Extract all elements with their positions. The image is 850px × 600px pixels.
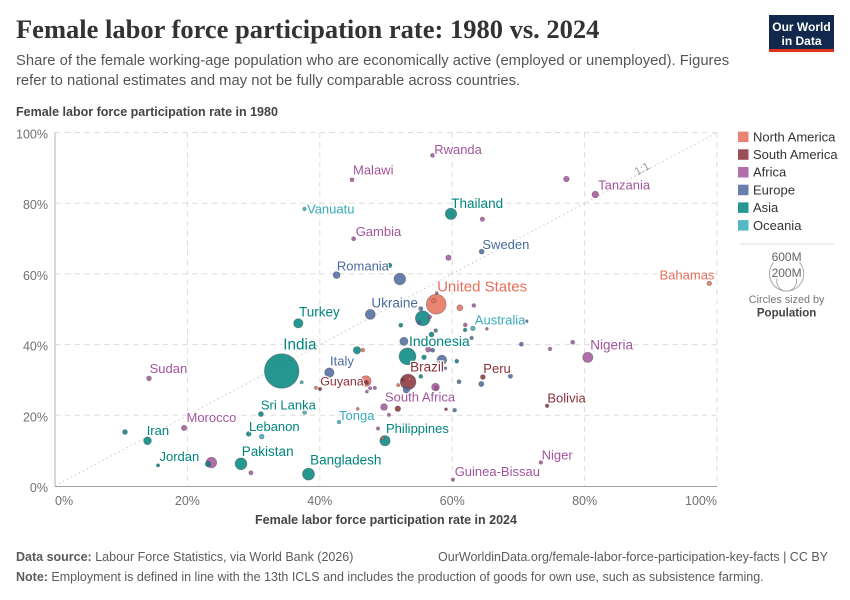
svg-text:Europe: Europe: [753, 182, 795, 197]
svg-text:100%: 100%: [685, 494, 717, 508]
svg-text:Sudan: Sudan: [150, 361, 188, 376]
svg-text:Population: Population: [757, 307, 816, 319]
svg-text:North America: North America: [753, 129, 836, 144]
svg-text:Thailand: Thailand: [451, 196, 503, 211]
svg-text:Oceania: Oceania: [753, 218, 802, 233]
svg-text:Circles sized by: Circles sized by: [749, 294, 825, 306]
svg-text:Tonga: Tonga: [339, 408, 375, 423]
svg-text:Niger: Niger: [542, 447, 574, 462]
svg-text:Turkey: Turkey: [299, 305, 340, 320]
svg-text:Morocco: Morocco: [187, 410, 237, 425]
svg-text:60%: 60%: [23, 269, 48, 283]
svg-text:South America: South America: [753, 147, 838, 162]
svg-text:Vanuatu: Vanuatu: [307, 202, 354, 217]
svg-text:Sweden: Sweden: [482, 237, 529, 252]
svg-text:Lebanon: Lebanon: [249, 419, 300, 434]
svg-text:Pakistan: Pakistan: [242, 444, 294, 459]
svg-text:Italy: Italy: [330, 354, 354, 369]
svg-text:600M: 600M: [772, 250, 802, 264]
svg-text:South Africa: South Africa: [385, 390, 456, 405]
svg-text:Jordan: Jordan: [160, 449, 200, 464]
svg-text:Guyana: Guyana: [320, 374, 364, 388]
svg-text:India: India: [283, 337, 317, 354]
svg-text:Australia: Australia: [475, 313, 526, 328]
svg-text:Rwanda: Rwanda: [434, 142, 482, 157]
svg-text:20%: 20%: [175, 494, 200, 508]
svg-text:Malawi: Malawi: [353, 163, 394, 178]
svg-text:Indonesia: Indonesia: [409, 333, 470, 349]
svg-text:Iran: Iran: [147, 423, 169, 438]
svg-text:Sri Lanka: Sri Lanka: [261, 398, 317, 413]
svg-text:Female labor force participati: Female labor force participation rate in…: [255, 513, 517, 527]
svg-text:Female labor force participati: Female labor force participation rate in…: [16, 105, 278, 119]
svg-text:Asia: Asia: [753, 200, 779, 215]
svg-text:80%: 80%: [572, 494, 597, 508]
svg-text:Nigeria: Nigeria: [590, 338, 633, 353]
svg-text:Tanzania: Tanzania: [598, 178, 651, 193]
svg-text:20%: 20%: [23, 410, 48, 424]
svg-text:Brazil: Brazil: [410, 360, 444, 375]
svg-text:100%: 100%: [16, 128, 48, 142]
svg-text:200M: 200M: [772, 266, 802, 280]
svg-text:60%: 60%: [440, 494, 465, 508]
svg-text:Bahamas: Bahamas: [660, 268, 715, 283]
svg-text:Ukraine: Ukraine: [371, 296, 418, 311]
svg-text:Philippines: Philippines: [386, 421, 449, 436]
svg-text:80%: 80%: [23, 198, 48, 212]
svg-text:40%: 40%: [23, 340, 48, 354]
svg-text:Gambia: Gambia: [356, 224, 402, 239]
svg-text:0%: 0%: [55, 494, 73, 508]
svg-text:Bangladesh: Bangladesh: [310, 453, 381, 468]
svg-text:United States: United States: [437, 279, 527, 296]
svg-text:Peru: Peru: [483, 361, 510, 376]
svg-text:Bolivia: Bolivia: [547, 391, 586, 406]
svg-text:Guinea-Bissau: Guinea-Bissau: [455, 464, 540, 479]
svg-text:Africa: Africa: [753, 165, 787, 180]
svg-text:Romania: Romania: [337, 259, 390, 274]
svg-text:40%: 40%: [307, 494, 332, 508]
svg-text:0%: 0%: [30, 481, 48, 495]
